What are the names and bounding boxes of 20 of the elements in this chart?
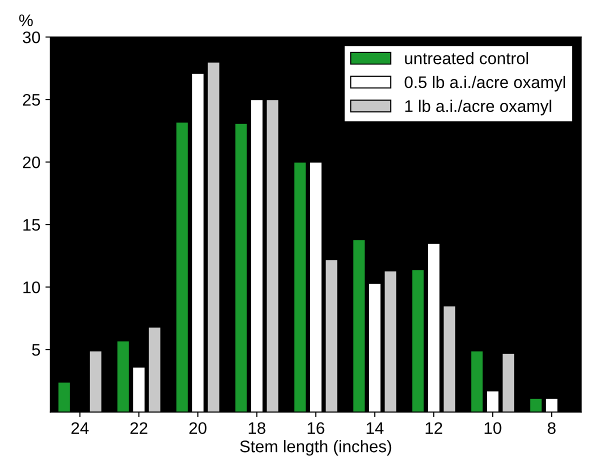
legend-label: untreated control: [405, 52, 528, 64]
legend-label: 0.5 lb a.i./acre oxamyl: [404, 76, 566, 92]
x-tick-label: 8: [548, 422, 556, 434]
x-tick-label: 14: [366, 422, 384, 434]
x-tick-label: 20: [189, 422, 206, 434]
x-tick-label: 10: [484, 422, 502, 434]
legend-label: 1 lb a.i./acre oxamyl: [405, 100, 552, 116]
y-tick-label: 5: [32, 344, 40, 356]
x-tick-label: 22: [130, 422, 148, 434]
y-axis-title: %: [19, 14, 33, 26]
y-tick-label: 15: [23, 219, 40, 231]
x-tick-label: 24: [71, 422, 89, 434]
y-tick-label: 20: [22, 156, 40, 168]
x-axis-title: Stem length (inches): [240, 440, 392, 456]
y-tick-label: 10: [23, 281, 40, 294]
x-tick-label: 16: [308, 422, 324, 434]
x-tick-label: 18: [248, 422, 266, 434]
x-tick-label: 12: [426, 422, 442, 434]
y-tick-label: 25: [22, 94, 40, 106]
y-tick-label: 30: [22, 31, 40, 44]
